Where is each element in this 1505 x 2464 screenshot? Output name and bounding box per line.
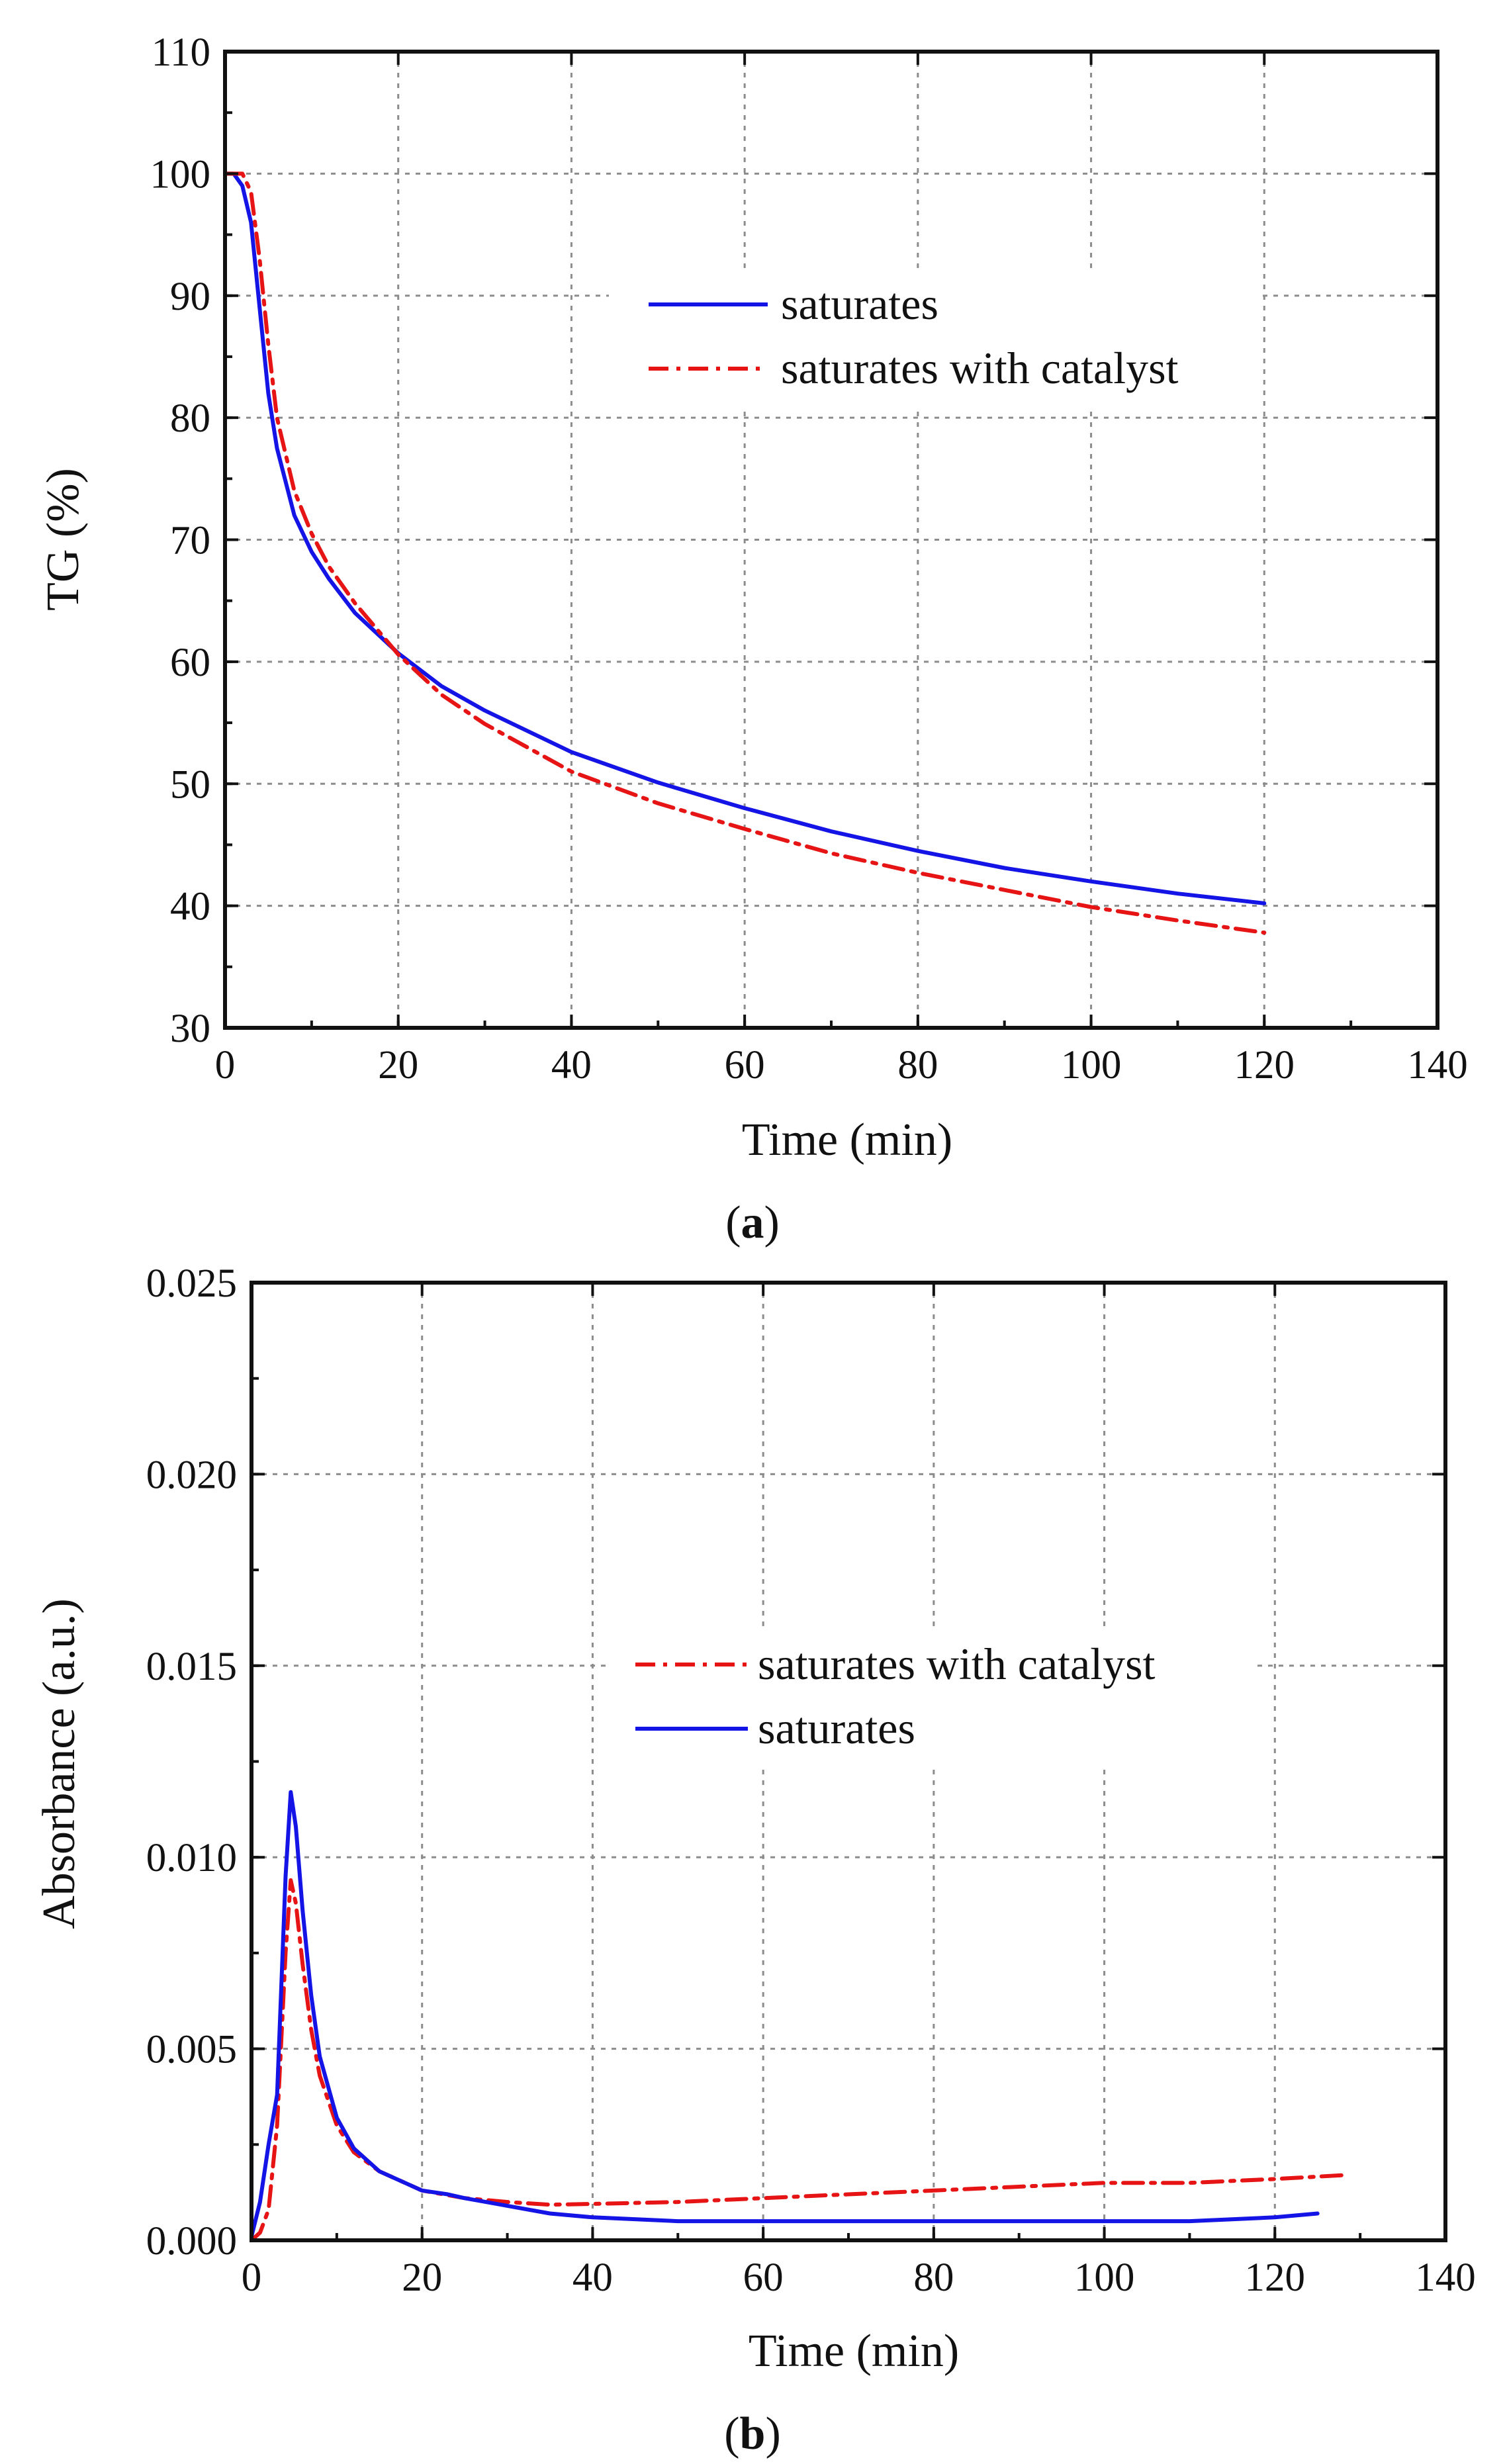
y-tick-label: 40	[170, 885, 210, 929]
y-axis-label: TG (%)	[38, 468, 89, 611]
y-tick-label: 50	[170, 762, 210, 807]
y-tick-label: 0.015	[146, 1645, 237, 1689]
y-tick-label: 100	[150, 152, 211, 197]
y-tick-label: 0.020	[146, 1453, 237, 1497]
x-tick-label: 100	[1074, 2256, 1135, 2300]
x-tick-label: 0	[242, 2256, 262, 2300]
x-axis-label: Time (min)	[742, 1115, 952, 1165]
legend-box	[609, 271, 1257, 407]
y-tick-label: 70	[170, 519, 210, 563]
y-axis-label: Absorbance (a.u.)	[34, 1598, 85, 1929]
x-tick-label: 40	[551, 1043, 592, 1087]
x-tick-label: 60	[725, 1043, 765, 1087]
x-tick-label: 20	[402, 2256, 442, 2300]
chart-panel-b: 0 20 40 60 80 100 120 140 0.000 0.005 0.010 0.015 0.…	[34, 1261, 1476, 2459]
x-tick-label: 60	[743, 2256, 784, 2300]
x-axis-label: Time (min)	[749, 2326, 959, 2377]
caption-a: (a)	[725, 1197, 780, 1248]
series-line-saturates	[250, 1790, 1320, 2239]
legend-label-saturates: saturates	[758, 1703, 915, 1753]
y-tick-label: 0.010	[146, 1836, 237, 1880]
legend: saturates saturates with catalyst	[609, 271, 1257, 407]
legend-box	[609, 1631, 1257, 1767]
legend-label-saturates-with-catalyst: saturates with catalyst	[781, 343, 1179, 393]
x-tick-label: 100	[1061, 1043, 1122, 1087]
chart-panel-a: 0 20 40 60 80 100 120 140 30 40 50 60 70 80 90 100 110 T…	[38, 30, 1468, 1248]
y-tick-label: 90	[170, 275, 210, 319]
x-tick-label: 140	[1407, 1043, 1468, 1087]
x-tick-label: 40	[572, 2256, 613, 2300]
x-tick-label: 120	[1245, 2256, 1306, 2300]
y-tick-label: 30	[170, 1007, 210, 1051]
series-line-saturates-with-catalyst	[223, 171, 1267, 935]
legend-label-saturates: saturates	[781, 279, 938, 329]
y-tick-label: 0.005	[146, 2028, 237, 2072]
x-tick-label: 120	[1234, 1043, 1295, 1087]
y-tick-label: 0.000	[146, 2219, 237, 2263]
y-tick-label: 110	[152, 30, 210, 75]
x-tick-label: 0	[215, 1043, 236, 1087]
x-tick-label: 20	[378, 1043, 418, 1087]
legend-label-saturates-with-catalyst: saturates with catalyst	[758, 1639, 1156, 1689]
caption-b: (b)	[724, 2408, 781, 2459]
x-tick-label: 140	[1415, 2256, 1476, 2300]
y-tick-label: 0.025	[146, 1261, 237, 1306]
y-tick-label: 60	[170, 641, 210, 685]
x-tick-label: 80	[913, 2256, 954, 2300]
x-tick-label: 80	[897, 1043, 938, 1087]
legend: saturates with catalyst saturates	[609, 1631, 1257, 1767]
y-tick-label: 80	[170, 396, 210, 441]
